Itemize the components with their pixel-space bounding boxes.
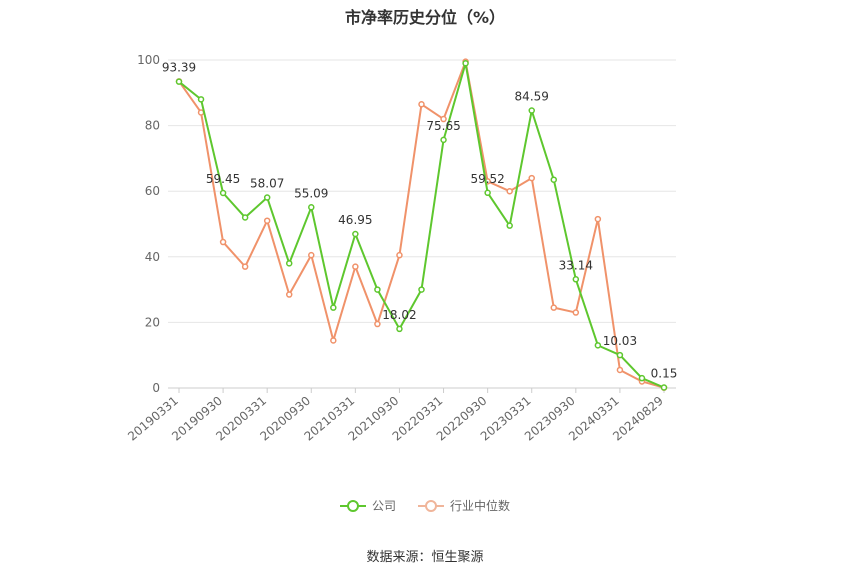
data-point-industry: [396, 251, 403, 259]
data-label-layer: 93.39 59.45 58.07 55.09 46.95 18.02 75.65 59.52…: [162, 61, 678, 381]
series-layer: [175, 58, 668, 391]
data-label: 84.59: [515, 90, 549, 104]
data-point-industry: [572, 309, 580, 316]
data-point-company: [462, 60, 469, 67]
data-point-industry: [506, 187, 513, 195]
legend-item-industry[interactable]: 行业中位数: [418, 497, 510, 514]
data-point-company: [241, 214, 249, 221]
data-point-company: [594, 342, 602, 349]
data-point-industry: [616, 366, 624, 374]
data-point-company: [219, 189, 227, 197]
data-point-company: [572, 276, 580, 283]
data-point-company: [352, 230, 359, 238]
data-point-company: [506, 222, 513, 229]
data-point-industry: [285, 291, 293, 298]
data-point-company: [396, 325, 403, 333]
data-label: 75.65: [426, 119, 460, 133]
legend-label-industry: 行业中位数: [450, 499, 511, 513]
data-point-company: [330, 304, 337, 311]
data-point-company: [263, 194, 271, 201]
y-tick-label: 40: [145, 250, 160, 264]
series-line-industry: [178, 60, 665, 389]
data-point-company: [550, 176, 558, 183]
legend-item-company[interactable]: 公司: [339, 497, 396, 514]
data-point-company: [616, 351, 624, 359]
series-line-company: [178, 62, 665, 389]
legend-marker-company: [339, 499, 366, 513]
data-label: 10.03: [603, 334, 637, 348]
data-point-company: [285, 260, 293, 267]
data-label: 46.95: [338, 213, 372, 227]
axis-layer: 0204060801002019033120190930202003312020…: [125, 53, 666, 444]
data-point-industry: [550, 304, 558, 311]
legend-label-company: 公司: [371, 499, 396, 513]
data-point-company: [418, 286, 425, 293]
data-label: 55.09: [294, 186, 328, 200]
data-label: 0.15: [651, 367, 678, 381]
data-point-industry: [418, 101, 425, 108]
data-point-company: [484, 189, 491, 197]
data-label: 93.39: [162, 61, 196, 75]
data-point-industry: [219, 238, 227, 246]
data-point-industry: [352, 263, 359, 270]
legend: 公司 行业中位数: [0, 497, 850, 514]
y-tick-label: 60: [145, 184, 160, 198]
data-point-company: [638, 374, 646, 382]
data-point-company: [660, 384, 668, 391]
data-point-industry: [263, 217, 271, 224]
data-point-company: [374, 286, 381, 293]
data-point-industry: [330, 337, 337, 344]
legend-marker-industry: [418, 499, 444, 513]
data-point-industry: [374, 320, 381, 328]
data-point-company: [197, 96, 205, 103]
data-label: 18.02: [382, 308, 416, 322]
data-point-industry: [440, 115, 447, 123]
data-label: 59.45: [206, 172, 240, 186]
y-tick-label: 20: [145, 315, 160, 329]
data-point-industry: [308, 251, 315, 259]
data-source-note: 数据来源：恒生聚源: [366, 550, 484, 565]
data-point-industry: [594, 215, 602, 223]
data-label: 58.07: [250, 177, 284, 191]
y-tick-label: 0: [152, 381, 160, 395]
data-point-company: [175, 78, 183, 85]
data-point-company: [440, 136, 447, 144]
y-tick-label: 100: [137, 53, 160, 67]
y-tick-label: 80: [145, 119, 160, 133]
data-point-industry: [241, 263, 249, 270]
data-point-company: [308, 204, 315, 211]
data-point-industry: [528, 174, 535, 182]
data-point-company: [528, 107, 535, 114]
data-label: 59.52: [470, 172, 504, 186]
chart-title: 市净率历史分位（%）: [344, 8, 506, 27]
data-label: 33.14: [559, 258, 593, 272]
grid-layer: [168, 59, 676, 389]
